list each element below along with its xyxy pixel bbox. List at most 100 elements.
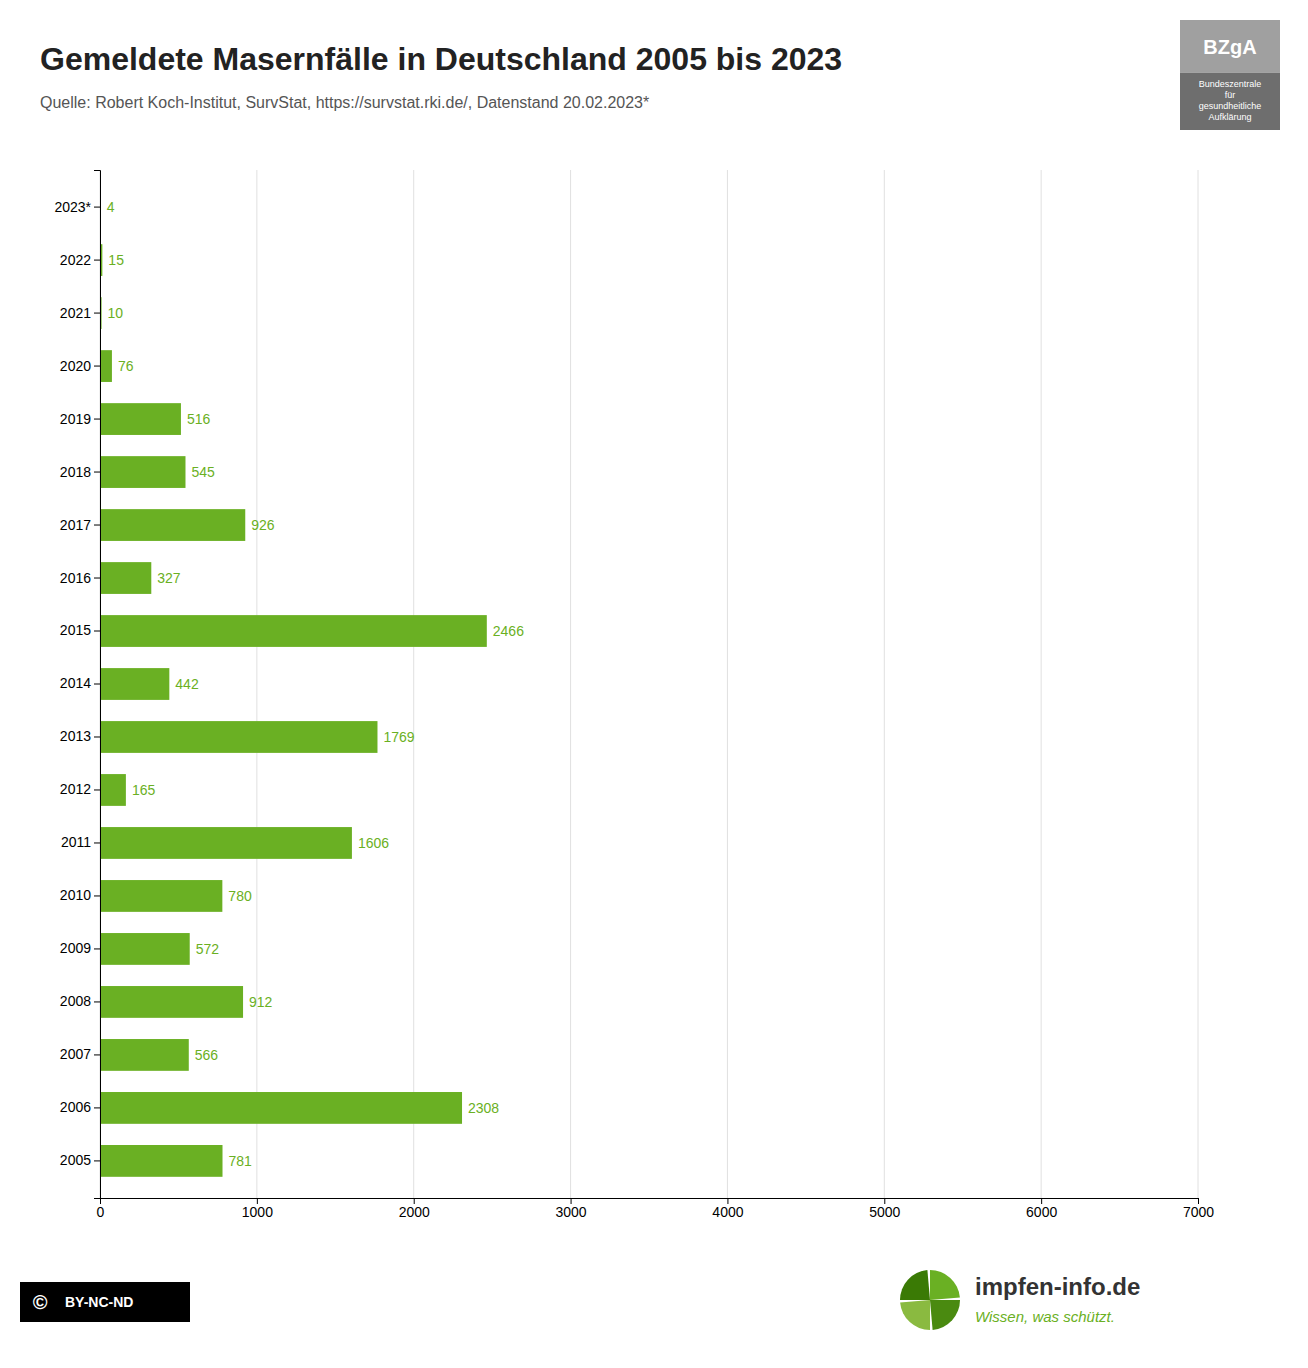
tick-mark — [94, 525, 100, 526]
bar — [100, 986, 243, 1018]
tick: 2016 — [60, 570, 100, 586]
chart-subtitle: Quelle: Robert Koch-Institut, SurvStat, … — [40, 94, 649, 111]
tick-label: 3000 — [555, 1204, 586, 1220]
tick-mark — [94, 366, 100, 367]
grid — [100, 170, 1198, 1198]
data-label: 912 — [249, 994, 273, 1010]
grid-line — [413, 170, 414, 1198]
tick-label: 2014 — [60, 675, 91, 691]
tick: 2013 — [60, 728, 100, 744]
tick-label: 0 — [97, 1204, 105, 1220]
tick-label: 2020 — [60, 358, 91, 374]
tick-label: 2013 — [60, 728, 91, 744]
tick-mark — [94, 313, 100, 314]
tick-mark — [94, 684, 100, 685]
tick-label: 2016 — [60, 570, 91, 586]
x-axis: 0 1000 2000 3000 4000 5000 6000 7000 — [97, 1198, 1215, 1220]
data-label: 327 — [157, 570, 181, 586]
logo-wedge — [930, 1270, 960, 1300]
data-label: 2466 — [493, 623, 524, 639]
chart-svg: Gemeldete Masernfälle in Deutschland 200… — [0, 0, 1308, 1368]
bar — [100, 562, 151, 594]
tick-label: 2006 — [60, 1099, 91, 1115]
data-label: 1769 — [383, 729, 414, 745]
tick: 2021 — [60, 305, 100, 321]
logo-box-bottom — [1180, 73, 1280, 130]
tick-mark — [94, 895, 100, 896]
logo-wedge — [930, 1300, 960, 1330]
tick: 3000 — [555, 1198, 586, 1220]
tick-mark — [94, 789, 100, 790]
grid-line — [1041, 170, 1042, 1198]
grid-line — [570, 170, 571, 1198]
tick-label: 7000 — [1183, 1204, 1214, 1220]
logo-box-top — [1180, 20, 1280, 73]
data-label: 10 — [108, 305, 124, 321]
bar — [100, 1145, 223, 1177]
tick-label: 2007 — [60, 1046, 91, 1062]
data-label: 780 — [228, 888, 252, 904]
bar — [100, 827, 352, 859]
tick-label: 2015 — [60, 622, 91, 638]
tick-label: 2023* — [54, 199, 91, 215]
tick-mark — [94, 1054, 100, 1055]
logo-text: impfen-info.de — [975, 1273, 1140, 1300]
tick: 2018 — [60, 464, 100, 480]
tick: 1000 — [242, 1198, 273, 1220]
bar — [100, 456, 185, 488]
tick-label: 2000 — [399, 1204, 430, 1220]
tick: 2007 — [60, 1046, 100, 1062]
tick: 0 — [97, 1198, 105, 1220]
tick-mark — [94, 207, 100, 208]
tick: 2014 — [60, 675, 100, 691]
tick: 2005 — [60, 1152, 100, 1168]
tick-label: 4000 — [712, 1204, 743, 1220]
tick-label: 1000 — [242, 1204, 273, 1220]
tick-label: 2010 — [60, 887, 91, 903]
bar — [100, 509, 245, 541]
tick-mark — [94, 419, 100, 420]
bar — [100, 1039, 189, 1071]
tick-mark — [94, 948, 100, 949]
grid-line — [884, 170, 885, 1198]
chart-title: Gemeldete Masernfälle in Deutschland 200… — [40, 41, 842, 77]
badge-box — [20, 1282, 190, 1322]
tick-mark — [94, 260, 100, 261]
logo-text: BZgA — [1203, 36, 1256, 58]
tick-label: 2012 — [60, 781, 91, 797]
tick-mark — [94, 472, 100, 473]
tick-label: 2019 — [60, 411, 91, 427]
grid-line — [727, 170, 728, 1198]
data-label: 1606 — [358, 835, 389, 851]
tick-label: 2008 — [60, 993, 91, 1009]
tick-mark — [94, 736, 100, 737]
tick-label: 2009 — [60, 940, 91, 956]
tick: 4000 — [712, 1198, 743, 1220]
data-label: 545 — [191, 464, 215, 480]
tick: 2022 — [60, 252, 100, 268]
tick-mark — [94, 842, 100, 843]
data-label: 442 — [175, 676, 199, 692]
data-label: 926 — [251, 517, 275, 533]
bar — [100, 721, 377, 753]
tick: 2000 — [399, 1198, 430, 1220]
tick: 2009 — [60, 940, 100, 956]
tick: 6000 — [1026, 1198, 1057, 1220]
tick: 2011 — [61, 834, 100, 850]
tick-label: 5000 — [869, 1204, 900, 1220]
data-label: 165 — [132, 782, 156, 798]
grid-line — [1198, 170, 1199, 1198]
bar — [100, 668, 169, 700]
tick-mark — [94, 1107, 100, 1108]
tick: 2015 — [60, 622, 100, 638]
data-label: 516 — [187, 411, 211, 427]
y-axis: 2023* 2022 2021 2020 2019 2018 2017 2016 2015 201… — [54, 171, 100, 1199]
tick: 2017 — [60, 517, 100, 533]
tick-label: 2021 — [60, 305, 91, 321]
data-labels: 4151076516545926327246644217691651606780… — [107, 199, 525, 1169]
data-label: 566 — [195, 1047, 219, 1063]
data-label: 2308 — [468, 1100, 499, 1116]
grid-line — [256, 170, 257, 1198]
tick: 5000 — [869, 1198, 900, 1220]
tick-mark — [94, 1001, 100, 1002]
